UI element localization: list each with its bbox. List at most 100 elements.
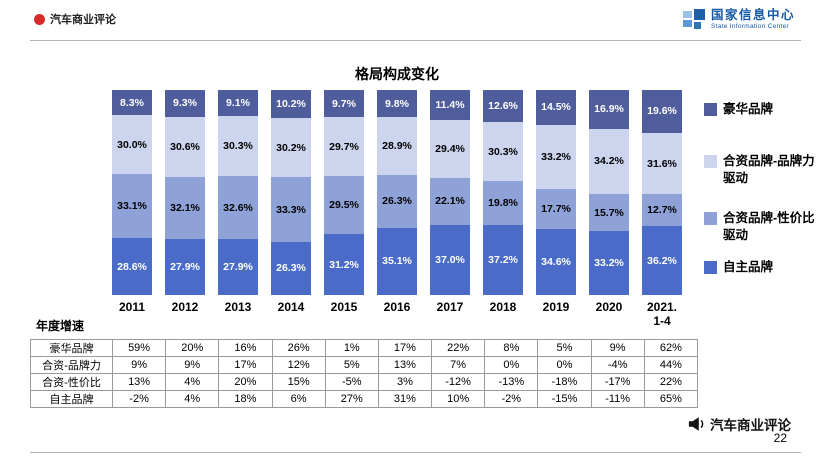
legend-item-jv-value: 合资品牌-性价比驱动 xyxy=(704,210,820,245)
table-cell: 6% xyxy=(271,390,326,408)
bar-segment-domestic: 31.2% xyxy=(324,234,364,295)
table-cell: 0% xyxy=(537,356,592,374)
bar-column: 9.1% 30.3% 32.6% 27.9% 2013 xyxy=(218,90,258,329)
bar-segment-jv-brand: 30.3% xyxy=(218,116,258,176)
bar-segment-jv-brand: 30.6% xyxy=(165,116,205,177)
bar-group: 8.3% 30.0% 33.1% 28.6% 2011 9.3% 30.6% 32.1% 27.… xyxy=(112,90,682,329)
table-cell: 1% xyxy=(324,339,379,357)
bar-stack: 9.3% 30.6% 32.1% 27.9% xyxy=(165,90,205,295)
x-axis-label: 2019 xyxy=(542,300,570,314)
footer-brand-text: 汽车商业评论 xyxy=(710,418,791,433)
x-axis-label: 2018 xyxy=(489,300,517,314)
bar-segment-jv-value: 33.1% xyxy=(112,174,152,239)
header-divider xyxy=(30,40,801,41)
bar-segment-jv-brand: 34.2% xyxy=(589,128,629,195)
bar-segment-jv-brand: 29.7% xyxy=(324,117,364,176)
bar-segment-luxury: 12.6% xyxy=(483,90,523,122)
bar-stack: 11.4% 29.4% 22.1% 37.0% xyxy=(430,90,470,295)
sic-logo-cn: 国家信息中心 xyxy=(710,8,795,23)
legend-label: 合资品牌-品牌力驱动 xyxy=(723,153,815,186)
bar-column: 9.7% 29.7% 29.5% 31.2% 2015 xyxy=(324,90,364,329)
bar-segment-domestic: 26.3% xyxy=(271,241,311,295)
chart-legend: 豪华品牌 合资品牌-品牌力驱动 合资品牌-性价比驱动 自主品牌 xyxy=(704,101,820,276)
bar-segment-jv-value: 26.3% xyxy=(377,174,417,228)
table-cell: 15% xyxy=(271,373,326,391)
bar-segment-domestic: 27.9% xyxy=(165,239,205,295)
table-cell: 3% xyxy=(377,373,433,391)
bar-segment-luxury: 14.5% xyxy=(536,90,576,125)
bar-segment-jv-brand: 30.3% xyxy=(483,121,523,182)
bar-column: 12.6% 30.3% 19.8% 37.2% 2018 xyxy=(483,90,523,329)
table-cell: -4% xyxy=(590,356,645,374)
legend-swatch xyxy=(704,211,717,225)
bar-stack: 16.9% 34.2% 15.7% 33.2% xyxy=(589,90,629,295)
bar-segment-jv-brand: 28.9% xyxy=(377,117,417,175)
table-cell: 44% xyxy=(643,356,699,374)
bar-segment-jv-brand: 33.2% xyxy=(536,124,576,189)
legend-label: 自主品牌 xyxy=(723,259,774,274)
x-axis-label: 2020 xyxy=(595,300,623,314)
bar-segment-domestic: 37.2% xyxy=(483,224,523,295)
x-axis-label: 2017 xyxy=(436,300,464,314)
table-cell: 5% xyxy=(324,356,379,374)
table-cell: 62% xyxy=(643,339,699,357)
table-cell: 65% xyxy=(643,390,699,408)
left-brand-text: 汽车商业评论 xyxy=(50,14,116,26)
table-cell: 13% xyxy=(377,356,433,374)
bar-column: 11.4% 29.4% 22.1% 37.0% 2017 xyxy=(430,90,470,329)
table-cell: -5% xyxy=(324,373,379,391)
bar-segment-luxury: 16.9% xyxy=(589,90,629,129)
bar-segment-luxury: 9.8% xyxy=(377,90,417,118)
row-label: 自主品牌 xyxy=(30,390,113,408)
bar-column: 14.5% 33.2% 17.7% 34.6% 2019 xyxy=(536,90,576,329)
table-cell: 7% xyxy=(431,356,486,374)
bar-segment-luxury: 10.2% xyxy=(271,90,311,119)
bar-segment-jv-value: 32.6% xyxy=(218,175,258,240)
bar-column: 16.9% 34.2% 15.7% 33.2% 2020 xyxy=(589,90,629,329)
table-cell: 20% xyxy=(165,339,220,357)
bar-stack: 12.6% 30.3% 19.8% 37.2% xyxy=(483,90,523,295)
bar-column: 19.6% 31.6% 12.7% 36.2% 2021. 1-4 xyxy=(642,90,682,329)
table-cell: -13% xyxy=(484,373,539,391)
bar-segment-domestic: 34.6% xyxy=(536,228,576,295)
table-cell: 9% xyxy=(590,339,645,357)
table-row: 合资-品牌力 9% 9% 17% 12% 5% 13% 7% 0% 0% -4% 44% xyxy=(30,356,699,374)
table-cell: 22% xyxy=(643,373,699,391)
bar-segment-luxury: 9.7% xyxy=(324,90,364,118)
legend-swatch xyxy=(704,103,717,116)
bottom-divider xyxy=(30,452,801,453)
table-cell: 31% xyxy=(377,390,433,408)
table-row: 豪华品牌 59% 20% 16% 26% 1% 17% 22% 8% 5% 9% 62% xyxy=(30,339,699,357)
bar-segment-jv-value: 15.7% xyxy=(589,194,629,231)
legend-swatch xyxy=(704,154,717,168)
bar-segment-jv-value: 12.7% xyxy=(642,194,682,227)
bar-segment-luxury: 11.4% xyxy=(430,90,470,120)
table-cell: -11% xyxy=(590,390,645,408)
table-cell: -18% xyxy=(537,373,592,391)
bar-stack: 8.3% 30.0% 33.1% 28.6% xyxy=(112,90,152,295)
bar-segment-jv-value: 33.3% xyxy=(271,177,311,242)
growth-table-body: 豪华品牌 59% 20% 16% 26% 1% 17% 22% 8% 5% 9% 62% 合资-品牌力 9… xyxy=(30,339,699,408)
table-row: 合资-性价比 13% 4% 20% 15% -5% 3% -12% -13% -18% -17% 22… xyxy=(30,373,699,391)
bar-segment-domestic: 37.0% xyxy=(430,224,470,295)
bar-stack: 9.8% 28.9% 26.3% 35.1% xyxy=(377,90,417,295)
bar-segment-domestic: 33.2% xyxy=(589,230,629,295)
table-cell: -2% xyxy=(484,390,539,408)
table-cell: 10% xyxy=(431,390,486,408)
page-number: 22 xyxy=(773,431,787,445)
bar-segment-jv-value: 19.8% xyxy=(483,181,523,225)
table-cell: 9% xyxy=(165,356,220,374)
x-axis-label: 2011 xyxy=(118,300,146,314)
table-row: 自主品牌 -2% 4% 18% 6% 27% 31% 10% -2% -15% -11% 65% xyxy=(30,390,699,408)
legend-label: 合资品牌-性价比驱动 xyxy=(723,210,815,243)
brand-logo-icon xyxy=(34,13,45,25)
bar-segment-jv-value: 29.5% xyxy=(324,175,364,235)
bar-segment-jv-value: 32.1% xyxy=(165,176,205,240)
bar-column: 8.3% 30.0% 33.1% 28.6% 2011 xyxy=(112,90,152,329)
bar-segment-luxury: 8.3% xyxy=(112,90,152,116)
chart-title: 格局构成变化 xyxy=(355,66,439,82)
bar-segment-domestic: 28.6% xyxy=(112,238,152,295)
bar-segment-luxury: 9.1% xyxy=(218,90,258,117)
sic-logo-icon xyxy=(682,9,705,29)
bar-segment-jv-brand: 30.2% xyxy=(271,118,311,178)
